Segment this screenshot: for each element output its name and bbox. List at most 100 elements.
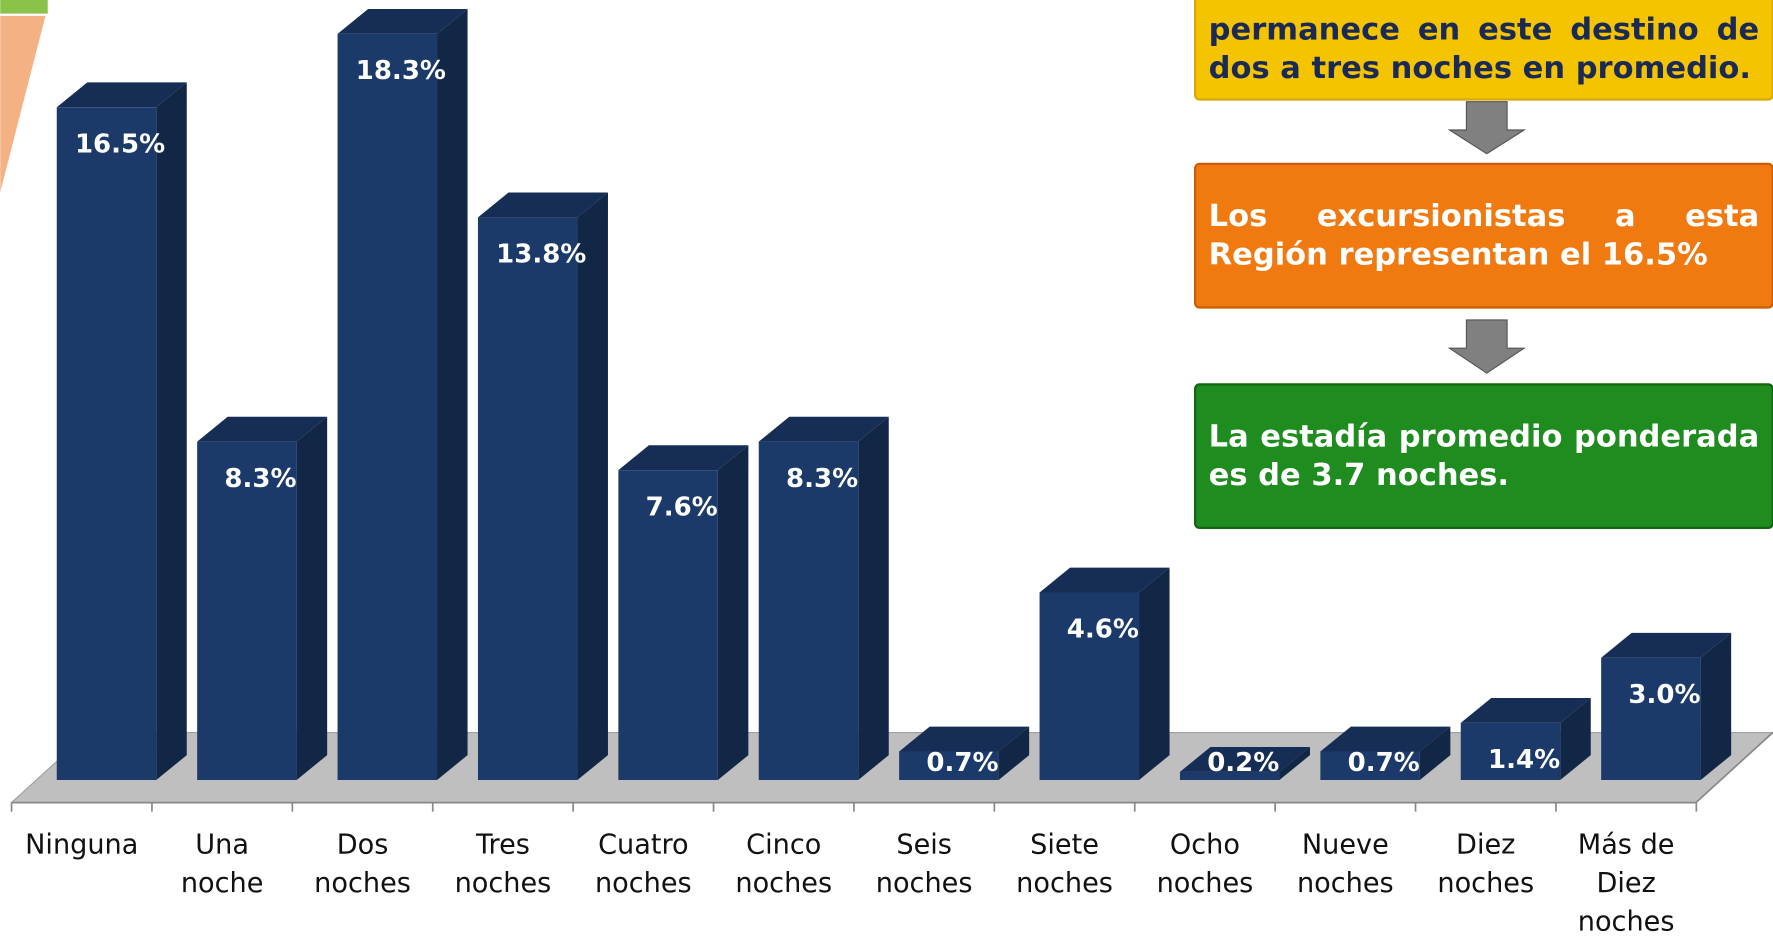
bar-side bbox=[998, 726, 1030, 780]
data-label: 0.7% bbox=[1348, 748, 1420, 778]
bar-top bbox=[197, 416, 328, 442]
bar bbox=[1460, 722, 1561, 780]
bars: Ninguna 16.5% Una noche 8.3% Dos noches 18.3% Tr… bbox=[10, 9, 1732, 937]
note-text: Los excursionistas a esta Región represe… bbox=[1195, 164, 1773, 308]
x-tick-label-line: Tres bbox=[475, 829, 530, 860]
x-tick-label-line: noche bbox=[181, 868, 264, 899]
bar-side bbox=[156, 82, 187, 780]
bar-side bbox=[1700, 632, 1732, 780]
bar-top bbox=[1460, 698, 1591, 723]
note-text: La estadía promedio ponderada es de 3.7 … bbox=[1208, 418, 1760, 493]
x-tick-label-line: Ocho bbox=[1170, 829, 1240, 860]
x-tick-label: Cuatro noches bbox=[595, 829, 692, 898]
arrow bbox=[1447, 101, 1527, 155]
bar-top bbox=[899, 726, 1030, 752]
bar-top bbox=[56, 82, 187, 108]
x-tick-label-line: noches bbox=[1297, 868, 1394, 899]
x-tick-label: Dos noches bbox=[314, 829, 411, 898]
note-text: permanece en este destino de dos a tres … bbox=[1208, 12, 1760, 86]
x-tick-label: Una noche bbox=[181, 829, 264, 898]
note-text: La estadía promedio ponderada es de 3.7 … bbox=[1195, 384, 1773, 528]
x-tick-label: Ocho noches bbox=[1157, 829, 1254, 898]
bar-side bbox=[1279, 746, 1310, 780]
bar bbox=[1039, 592, 1140, 780]
bar bbox=[618, 470, 718, 780]
data-label: 3.0% bbox=[1628, 680, 1700, 710]
bar-top bbox=[337, 9, 468, 34]
x-tick-label: Cinco noches bbox=[735, 829, 832, 898]
bar bbox=[197, 441, 297, 780]
bar bbox=[1179, 771, 1280, 780]
x-tick-label-line: Más de bbox=[1578, 829, 1675, 860]
bar-top bbox=[1601, 632, 1732, 658]
x-tick-label: Nueve noches bbox=[1297, 829, 1394, 898]
data-label: 7.6% bbox=[646, 492, 718, 522]
data-label: 0.7% bbox=[926, 748, 998, 778]
arrow bbox=[1447, 319, 1526, 374]
x-tick-label: Siete noches bbox=[1016, 829, 1113, 898]
note-text: permanece en este destino de dos a tres … bbox=[1195, 0, 1773, 99]
x-tick-label: Más de Diez noches bbox=[1578, 829, 1675, 936]
x-tick-label-line: Seis bbox=[896, 829, 952, 860]
bar-top bbox=[758, 416, 889, 442]
x-tick-label-line: Nueve bbox=[1302, 829, 1389, 860]
decor bbox=[0, 0, 48, 14]
x-tick-label-line: Siete bbox=[1030, 829, 1099, 860]
x-tick-label: Ninguna bbox=[25, 829, 138, 860]
bar-side bbox=[577, 192, 608, 781]
x-tick-label: Tres noches bbox=[455, 829, 552, 898]
note: La estadía promedio ponderada es de 3.7 … bbox=[1195, 384, 1773, 528]
note: Los excursionistas a esta Región represe… bbox=[1195, 164, 1773, 308]
bar bbox=[758, 441, 859, 780]
bar-top bbox=[477, 192, 608, 218]
bar-top bbox=[1320, 726, 1451, 752]
x-tick-label: Diez noches bbox=[1437, 829, 1534, 898]
bar bbox=[56, 107, 157, 780]
bar bbox=[1601, 657, 1701, 780]
x-tick-label-line: Dos bbox=[337, 829, 389, 860]
bar-side bbox=[437, 9, 468, 781]
bar bbox=[1320, 751, 1420, 780]
data-label: 13.8% bbox=[496, 240, 586, 270]
note-text: Los excursionistas a esta Región represe… bbox=[1208, 198, 1760, 272]
x-tick-label-line: noches bbox=[314, 868, 411, 899]
data-label: 18.3% bbox=[356, 56, 446, 86]
x-tick-label-line: noches bbox=[595, 868, 692, 899]
x-tick-label-line: noches bbox=[1016, 868, 1113, 899]
x-tick-label-line: noches bbox=[1157, 868, 1254, 899]
note: permanece en este destino de dos a tres … bbox=[1195, 0, 1773, 99]
bar-side bbox=[1139, 567, 1170, 780]
data-label: 8.3% bbox=[786, 464, 858, 494]
bar-top bbox=[1179, 746, 1310, 772]
x-tick-label-line: Ninguna bbox=[25, 829, 138, 860]
bar-side bbox=[1419, 726, 1451, 780]
bar bbox=[337, 33, 438, 781]
bar bbox=[899, 751, 999, 780]
x-tick-label: Seis noches bbox=[876, 829, 973, 898]
bar-top bbox=[618, 445, 749, 471]
x-tick-label-line: noches bbox=[735, 868, 832, 899]
data-label: 8.3% bbox=[224, 464, 296, 494]
bar-top bbox=[1039, 567, 1170, 593]
x-tick-label-line: noches bbox=[1578, 906, 1675, 936]
data-label: 1.4% bbox=[1488, 745, 1560, 775]
bar-side bbox=[717, 445, 749, 780]
bar-side bbox=[1560, 698, 1591, 780]
data-label: 4.6% bbox=[1067, 615, 1139, 645]
data-label: 16.5% bbox=[75, 130, 165, 160]
bar-side bbox=[858, 416, 889, 780]
x-tick-label-line: Una bbox=[195, 829, 249, 860]
x-tick-label-line: Cinco bbox=[746, 829, 821, 860]
x-axis-depth bbox=[1695, 731, 1773, 804]
x-tick-label-line: noches bbox=[1437, 868, 1534, 899]
x-tick-label-line: Diez bbox=[1456, 829, 1515, 860]
x-tick-label-line: noches bbox=[455, 868, 552, 899]
x-tick-label-line: noches bbox=[876, 868, 973, 899]
bar bbox=[477, 217, 578, 780]
x-tick-label-line: Cuatro bbox=[598, 829, 689, 860]
decor bbox=[0, 15, 46, 193]
bar-side bbox=[296, 416, 328, 780]
data-label: 0.2% bbox=[1207, 748, 1279, 778]
